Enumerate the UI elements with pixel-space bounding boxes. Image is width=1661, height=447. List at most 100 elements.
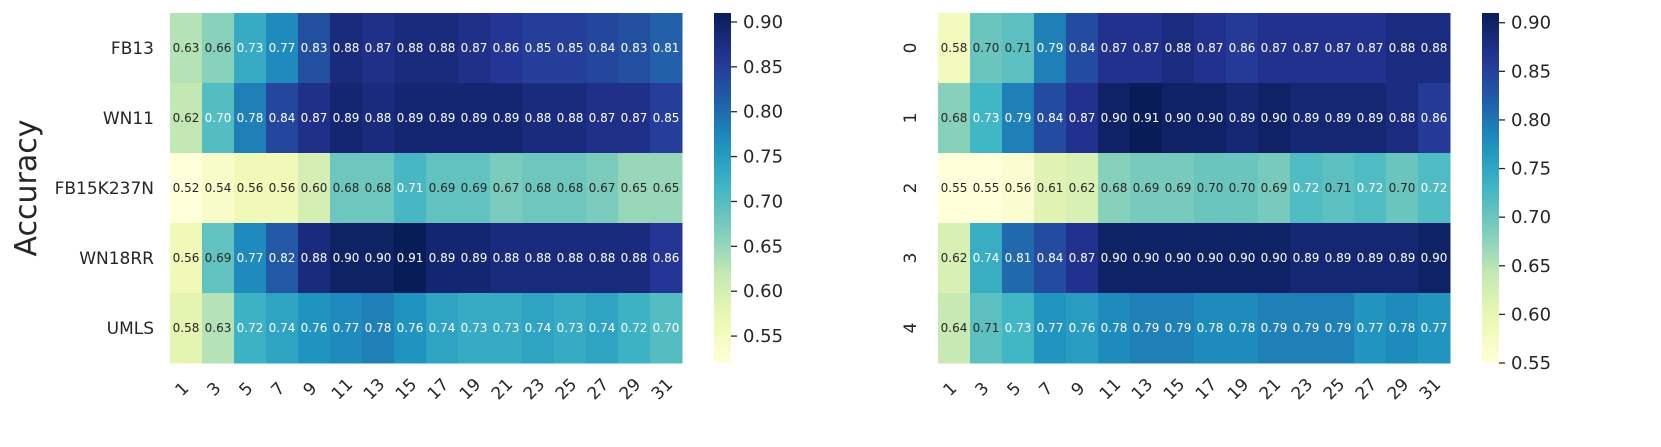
heatmap-cell	[522, 153, 555, 224]
heatmap-cell	[1130, 293, 1163, 364]
heatmap-cell	[586, 293, 619, 364]
cell-value-label: 0.88	[365, 111, 392, 125]
cell-value-label: 0.78	[1389, 321, 1416, 335]
heatmap-cell	[426, 83, 459, 154]
heatmap-cell	[202, 83, 235, 154]
heatmap-cell	[554, 83, 587, 154]
colorbar-tick-label: 0.70	[1511, 207, 1551, 228]
heatmap-cell	[170, 223, 203, 294]
cell-value-label: 0.84	[589, 41, 616, 55]
heatmap-cell	[970, 223, 1003, 294]
heatmap-cell	[362, 83, 395, 154]
heatmap-cell	[1002, 153, 1035, 224]
colorbar	[714, 13, 731, 363]
heatmap-cell	[522, 83, 555, 154]
cell-value-label: 0.87	[589, 111, 616, 125]
cell-value-label: 0.84	[269, 111, 296, 125]
heatmap-cell	[362, 293, 395, 364]
colorbar-tick-label: 0.75	[743, 147, 783, 168]
cell-value-label: 0.86	[1229, 41, 1256, 55]
x-tick-label: 3	[204, 379, 226, 401]
heatmap-cell	[650, 83, 683, 154]
cell-value-label: 0.68	[525, 181, 552, 195]
heatmap-cell	[394, 83, 427, 154]
cell-value-label: 0.85	[525, 41, 552, 55]
heatmap-cell	[1194, 293, 1227, 364]
cell-value-label: 0.88	[429, 41, 456, 55]
cell-value-label: 0.83	[301, 41, 328, 55]
heatmap-cell	[1034, 223, 1067, 294]
heatmap-cell	[1290, 83, 1323, 154]
heatmap-cell	[1130, 13, 1163, 84]
cell-value-label: 0.68	[557, 181, 584, 195]
cell-value-label: 0.68	[941, 111, 968, 125]
cell-value-label: 0.90	[1197, 251, 1224, 265]
x-tick-label: 11	[328, 375, 357, 404]
heatmap-cell	[490, 293, 523, 364]
y-tick-label: FB13	[111, 39, 154, 59]
heatmap-cell	[490, 83, 523, 154]
x-tick-label: 1	[940, 379, 962, 401]
cell-value-label: 0.56	[269, 181, 296, 195]
heatmap-cell	[170, 293, 203, 364]
y-tick-label: 3	[901, 253, 921, 264]
cell-value-label: 0.56	[1005, 181, 1032, 195]
colorbar-tick-label: 0.80	[1511, 110, 1551, 131]
heatmap-cell	[266, 13, 299, 84]
x-tick-label: 1	[172, 379, 194, 401]
heatmap-cell	[1354, 13, 1387, 84]
x-tick-label: 17	[424, 375, 453, 404]
heatmap-cell	[1418, 83, 1451, 154]
heatmap-cell	[234, 153, 267, 224]
cell-value-label: 0.88	[397, 41, 424, 55]
heatmap-cell	[586, 13, 619, 84]
heatmap-cell	[1258, 13, 1291, 84]
heatmap-cell	[1354, 293, 1387, 364]
cell-value-label: 0.86	[493, 41, 520, 55]
cell-value-label: 0.77	[333, 321, 360, 335]
cell-value-label: 0.69	[205, 251, 232, 265]
cell-value-label: 0.88	[525, 111, 552, 125]
cell-value-label: 0.82	[269, 251, 296, 265]
colorbar-tick-label: 0.55	[1511, 353, 1551, 374]
heatmap-cell	[202, 153, 235, 224]
cell-value-label: 0.78	[1197, 321, 1224, 335]
colorbar-tick-label: 0.85	[1511, 61, 1551, 82]
cell-value-label: 0.90	[1133, 251, 1160, 265]
cell-value-label: 0.63	[173, 41, 200, 55]
heatmap-cell	[1098, 223, 1131, 294]
cell-value-label: 0.56	[237, 181, 264, 195]
y-axis-label: Accuracy	[9, 120, 44, 257]
cell-value-label: 0.88	[1389, 111, 1416, 125]
x-tick-label: 13	[1128, 375, 1157, 404]
heatmap-cell	[1162, 153, 1195, 224]
colorbar-tick-label: 0.60	[1511, 304, 1551, 325]
heatmap-cell	[1002, 83, 1035, 154]
heatmap-cell	[970, 83, 1003, 154]
heatmap-cell	[490, 13, 523, 84]
cell-value-label: 0.68	[1101, 181, 1128, 195]
cell-value-label: 0.90	[1229, 251, 1256, 265]
cell-value-label: 0.73	[237, 41, 264, 55]
colorbar-tick-label: 0.70	[743, 191, 783, 212]
heatmap-cell	[394, 293, 427, 364]
cell-value-label: 0.77	[237, 251, 264, 265]
cell-value-label: 0.87	[1133, 41, 1160, 55]
y-tick-label: 1	[901, 113, 921, 124]
heatmap-cell	[650, 153, 683, 224]
heatmap-cell	[650, 13, 683, 84]
heatmap-cell	[1322, 223, 1355, 294]
heatmap-cell	[426, 223, 459, 294]
heatmap-cell	[298, 83, 331, 154]
colorbar-tick-label: 0.55	[743, 326, 783, 347]
cell-value-label: 0.87	[1197, 41, 1224, 55]
heatmap-cell	[1130, 153, 1163, 224]
heatmap-cell	[1162, 83, 1195, 154]
cell-value-label: 0.70	[1229, 181, 1256, 195]
cell-value-label: 0.79	[1005, 111, 1032, 125]
cell-value-label: 0.68	[333, 181, 360, 195]
cell-value-label: 0.87	[301, 111, 328, 125]
cell-value-label: 0.72	[237, 321, 264, 335]
cell-value-label: 0.74	[269, 321, 296, 335]
heatmap-cell	[938, 13, 971, 84]
